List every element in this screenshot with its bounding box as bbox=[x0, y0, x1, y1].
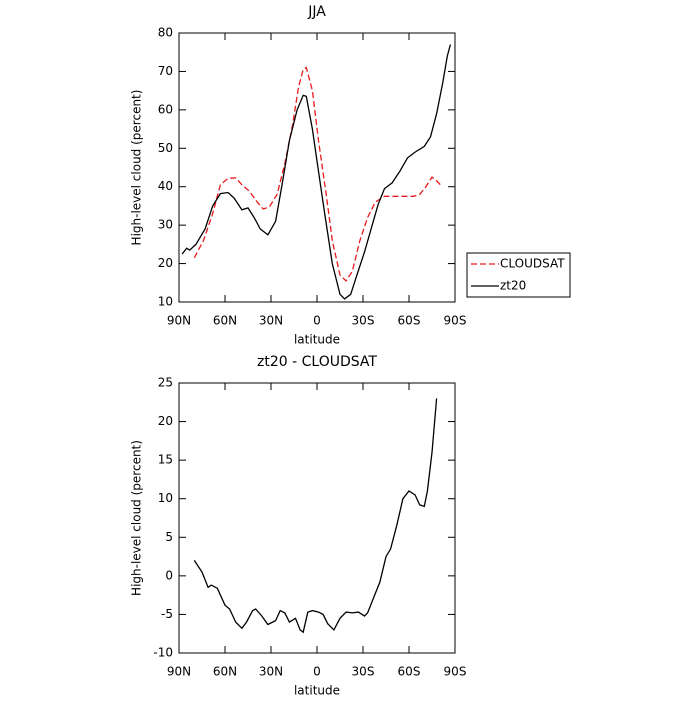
x-tick-label: 60N bbox=[213, 665, 237, 679]
y-tick-label: 20 bbox=[158, 256, 173, 270]
x-tick-label: 60S bbox=[398, 314, 421, 328]
y-tick-label: 15 bbox=[158, 453, 173, 467]
y-tick-label: 25 bbox=[158, 376, 173, 390]
x-axis-label: latitude bbox=[294, 684, 340, 698]
data-line bbox=[193, 398, 438, 634]
plot-frame bbox=[178, 32, 456, 303]
x-tick-label: 90N bbox=[167, 314, 191, 328]
x-tick-label: 30N bbox=[259, 314, 283, 328]
y-tick-label: 5 bbox=[165, 530, 173, 544]
y-tick-label: -5 bbox=[161, 607, 173, 621]
y-tick-label: 0 bbox=[165, 568, 173, 582]
data-line bbox=[181, 44, 452, 300]
y-axis-label: High-level cloud (percent) bbox=[130, 90, 144, 246]
legend-frame bbox=[466, 252, 571, 298]
y-tick-label: 10 bbox=[158, 295, 173, 309]
chart-title: JJA bbox=[307, 4, 326, 20]
y-tick-label: 60 bbox=[158, 102, 173, 116]
x-axis-label: latitude bbox=[294, 333, 340, 347]
legend-label: zt20 bbox=[500, 279, 526, 293]
y-tick-label: 50 bbox=[158, 141, 173, 155]
x-tick-label: 0 bbox=[313, 314, 321, 328]
y-tick-label: -10 bbox=[153, 646, 173, 660]
x-tick-label: 90N bbox=[167, 665, 191, 679]
data-line bbox=[193, 66, 442, 282]
x-tick-label: 90S bbox=[444, 665, 467, 679]
plot-frame bbox=[178, 382, 456, 654]
y-tick-label: 30 bbox=[158, 218, 173, 232]
y-tick-label: 20 bbox=[158, 414, 173, 428]
y-tick-label: 80 bbox=[158, 26, 173, 40]
y-tick-label: 40 bbox=[158, 179, 173, 193]
chart-title: zt20 - CLOUDSAT bbox=[257, 354, 377, 370]
x-tick-label: 60S bbox=[398, 665, 421, 679]
x-tick-label: 30S bbox=[352, 665, 375, 679]
x-tick-label: 0 bbox=[313, 665, 321, 679]
y-axis-label: High-level cloud (percent) bbox=[130, 440, 144, 596]
x-tick-label: 30S bbox=[352, 314, 375, 328]
legend-label: CLOUDSAT bbox=[500, 257, 565, 271]
x-tick-label: 30N bbox=[259, 665, 283, 679]
y-tick-label: 70 bbox=[158, 64, 173, 78]
x-tick-label: 90S bbox=[444, 314, 467, 328]
y-tick-label: 10 bbox=[158, 491, 173, 505]
x-tick-label: 60N bbox=[213, 314, 237, 328]
